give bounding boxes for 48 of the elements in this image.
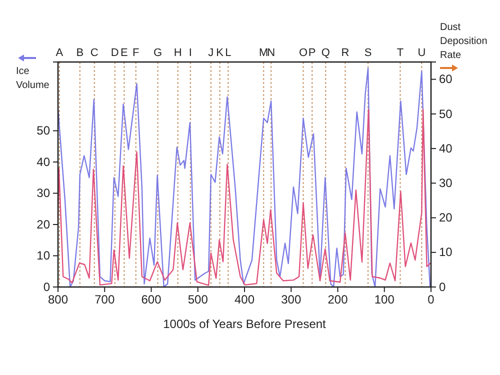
y-tick-label: 10 (36, 248, 50, 263)
line-series (57, 108, 432, 286)
ref-line-label: B (76, 47, 84, 59)
ref-line-label: S (364, 47, 372, 59)
y-tick-label: 30 (36, 186, 50, 200)
x-tick-label: 500 (188, 292, 208, 307)
x-tick-label: 800 (48, 292, 68, 307)
x-tick-label: 700 (94, 292, 115, 307)
ref-line-label: I (188, 47, 192, 59)
y2-tick-label: 0 (439, 280, 446, 294)
y-tick-label: 40 (36, 154, 50, 169)
ref-line-label: N (267, 47, 276, 59)
ref-line-label: H (174, 47, 182, 59)
ref-line-label: D (110, 47, 119, 59)
y-tick-label: 20 (36, 217, 50, 232)
ref-line-label: Q (321, 47, 330, 59)
ref-line-label: L (225, 47, 232, 59)
y2-tick-label: 40 (439, 141, 453, 156)
ref-line-label: A (56, 47, 64, 59)
ref-line-label: C (90, 47, 98, 59)
ref-line-label: O (298, 47, 308, 59)
y-axis-title: Ice Volume (16, 66, 50, 91)
ref-line-label: P (308, 47, 316, 59)
line-series (57, 68, 431, 288)
y-tick-label: 50 (36, 124, 50, 138)
y2-tick-label: 50 (439, 106, 453, 121)
ref-line-label: F (132, 47, 140, 59)
x-axis-title: 1000s of Years Before Present (163, 317, 327, 331)
x-tick-label: 100 (374, 292, 395, 307)
x-tick-label: 0 (428, 292, 435, 307)
x-tick-label: 200 (328, 292, 348, 307)
y2-tick-label: 30 (439, 176, 453, 190)
ref-line-label: E (120, 47, 128, 59)
ref-line-label: G (153, 47, 162, 59)
x-tick-label: 400 (234, 292, 255, 307)
ref-line-label: U (418, 47, 426, 59)
y-tick-label: 0 (43, 280, 50, 294)
x-tick-label: 600 (141, 292, 162, 307)
y2-tick-label: 10 (439, 245, 453, 260)
ref-line-label: J (208, 47, 214, 59)
ref-line-label: M (259, 47, 268, 59)
ref-line-label: K (216, 47, 224, 59)
ref-line-label: R (341, 47, 350, 59)
x-tick-label: 300 (281, 292, 302, 307)
ref-line-label: T (396, 47, 404, 59)
y2-axis-title: Dust Deposition Rate (440, 22, 488, 61)
y2-tick-label: 20 (439, 210, 453, 225)
y2-tick-label: 60 (439, 72, 453, 86)
